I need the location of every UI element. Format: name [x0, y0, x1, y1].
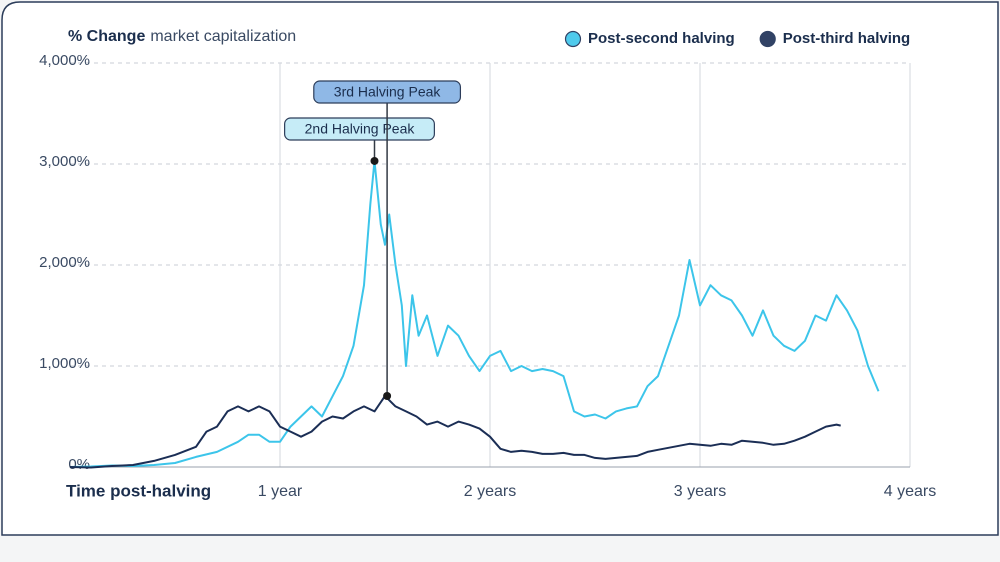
legend-swatch: [564, 30, 582, 48]
line-series: [69, 395, 841, 469]
title-rest: market capitalization: [150, 28, 296, 45]
card: [1, 1, 999, 536]
x-axis-label: Time post-halving: [66, 481, 211, 500]
x-tick-label: 1 year: [258, 483, 303, 500]
title-bold: % Change: [68, 28, 145, 45]
annotation-dot: [370, 156, 379, 165]
y-tick-label: 2,000%: [39, 254, 90, 271]
y-tick-label: 3,000%: [39, 153, 90, 170]
annotation-label: 2nd Halving Peak: [305, 121, 416, 137]
legend-label: Post-third halving: [783, 30, 911, 47]
line-series: [69, 160, 880, 468]
annotation-box: [313, 80, 462, 104]
annotation-label: 3rd Halving Peak: [334, 84, 442, 100]
legend-swatch: [759, 30, 776, 48]
y-tick-label: 0%: [68, 456, 90, 473]
x-tick-label: 2 years: [464, 483, 516, 500]
y-tick-label: 4,000%: [39, 52, 90, 69]
annotation-box: [284, 117, 435, 141]
legend-label: Post-second halving: [588, 30, 735, 47]
x-tick-label: 3 years: [674, 483, 726, 500]
annotation-dot: [383, 391, 392, 400]
x-tick-label: 4 years: [884, 483, 936, 500]
chart-title: % Change market capitalization: [68, 28, 296, 45]
y-tick-label: 1,000%: [39, 355, 90, 372]
